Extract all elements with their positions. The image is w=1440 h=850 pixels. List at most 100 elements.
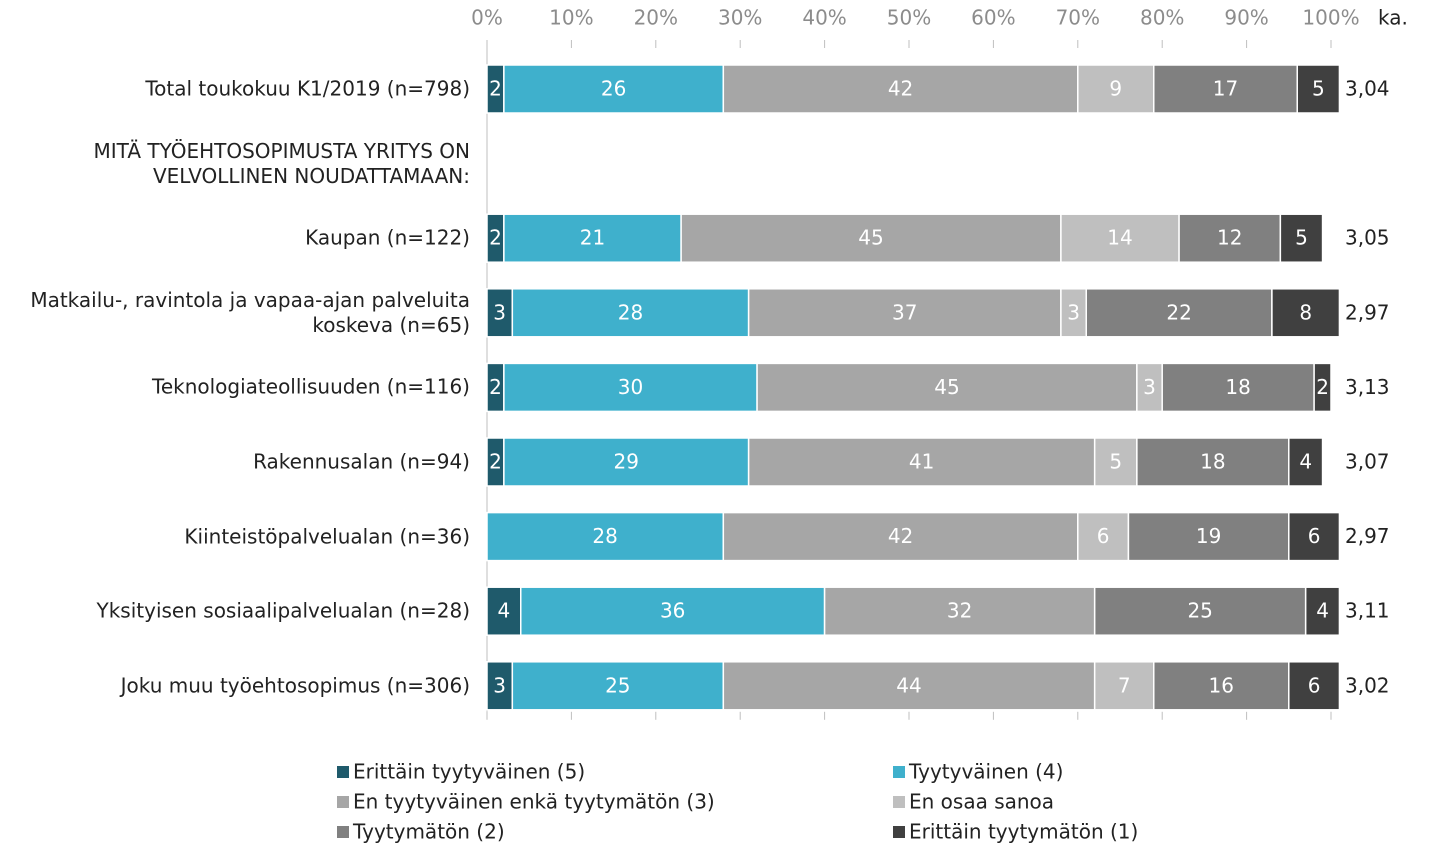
data-label: 4 [1299, 450, 1312, 474]
x-tick-label: 70% [1056, 6, 1100, 30]
mean-header: ka. [1378, 6, 1408, 30]
bar-segment [722, 511, 1079, 562]
bar-segment [1153, 64, 1298, 114]
data-label: 19 [1196, 524, 1221, 548]
bar-segment [1178, 213, 1282, 263]
category-label: Teknologiateollisuuden (n=116) [152, 374, 470, 399]
data-label: 45 [934, 375, 959, 399]
x-tick-label: 100% [1302, 6, 1359, 30]
data-label: 14 [1107, 226, 1132, 250]
data-label: 4 [498, 599, 511, 623]
x-tick-label: 0% [471, 6, 503, 30]
bar-segment [1153, 661, 1290, 711]
legend-swatch [337, 796, 349, 808]
data-label: 5 [1295, 226, 1308, 250]
legend-label: Tyytymätön (2) [352, 820, 505, 844]
bar-segment [756, 362, 1138, 413]
bar-segment [1271, 288, 1341, 338]
mean-label: 3,07 [1345, 450, 1390, 474]
legend-swatch [337, 766, 349, 778]
bar-segment [1136, 437, 1290, 487]
legend-swatch [893, 826, 905, 838]
bar-segment [1093, 437, 1138, 487]
bar-segment [1127, 511, 1290, 562]
data-label: 30 [618, 375, 643, 399]
bar-segment [511, 288, 750, 338]
data-label: 29 [614, 450, 639, 474]
legend-swatch [337, 826, 349, 838]
bar-segment [1093, 586, 1307, 636]
category-label: Kaupan (n=122) [305, 225, 470, 250]
bar-segment [486, 511, 725, 562]
data-label: 2 [489, 226, 502, 250]
legend-swatch [893, 766, 905, 778]
mean-label: 2,97 [1345, 300, 1390, 324]
data-label: 18 [1225, 375, 1250, 399]
data-label: 26 [601, 77, 626, 101]
legend-swatch [893, 796, 905, 808]
data-label: 5 [1109, 450, 1122, 474]
data-label: 42 [888, 77, 913, 101]
bar-segment [486, 288, 514, 338]
bar-segment [1296, 64, 1341, 114]
x-tick-label: 30% [718, 6, 762, 30]
data-label: 3 [493, 300, 506, 324]
x-tick-label: 90% [1224, 6, 1268, 30]
bar-segment [503, 437, 750, 487]
data-label: 7 [1118, 673, 1131, 697]
data-label: 12 [1217, 226, 1242, 250]
x-tick-label: 50% [887, 6, 931, 30]
bar-segment [722, 64, 1079, 114]
bar-segment [503, 64, 725, 114]
data-label: 8 [1299, 300, 1312, 324]
category-label: Matkailu-, ravintola ja vapaa-ajan palve… [30, 287, 470, 337]
data-label: 3 [493, 673, 506, 697]
data-label: 6 [1308, 673, 1321, 697]
x-tick-label: 60% [971, 6, 1015, 30]
bar-segment [1288, 437, 1324, 487]
data-label: 25 [1187, 599, 1212, 623]
x-tick-label: 40% [802, 6, 846, 30]
mean-label: 3,04 [1345, 77, 1390, 101]
data-label: 42 [888, 524, 913, 548]
bar-segment [1279, 213, 1324, 263]
bar-segment [1313, 362, 1332, 413]
data-label: 36 [660, 599, 685, 623]
mean-label: 3,11 [1345, 599, 1390, 623]
data-label: 18 [1200, 450, 1225, 474]
mean-label: 3,13 [1345, 375, 1390, 399]
data-label: 2 [489, 450, 502, 474]
data-label: 9 [1109, 77, 1122, 101]
data-label: 21 [580, 226, 605, 250]
data-label: 6 [1097, 524, 1110, 548]
bar-segment [1161, 362, 1315, 413]
data-label: 28 [618, 300, 643, 324]
data-label: 5 [1312, 77, 1325, 101]
category-label: Yksityisen sosiaalipalvelualan (n=28) [96, 598, 471, 623]
x-tick-label: 80% [1140, 6, 1184, 30]
category-label: Kiinteistöpalvelualan (n=36) [184, 524, 470, 549]
data-label: 2 [489, 77, 502, 101]
data-label: 28 [592, 524, 617, 548]
bar-segment [486, 661, 514, 711]
bar-segment [1288, 661, 1341, 711]
bar-segment [680, 213, 1062, 263]
data-label: 32 [947, 599, 972, 623]
data-label: 37 [892, 300, 917, 324]
x-tick-label: 20% [634, 6, 678, 30]
data-label: 44 [896, 673, 921, 697]
mean-label: 3,02 [1345, 673, 1390, 697]
bar-segment [1085, 288, 1273, 338]
legend-label: Tyytyväinen (4) [908, 760, 1063, 784]
data-label: 2 [1316, 375, 1329, 399]
data-label: 41 [909, 450, 934, 474]
bar-segment [503, 213, 682, 263]
bar-segment [1304, 586, 1341, 636]
legend-label: Erittäin tyytyväinen (5) [353, 760, 585, 784]
category-label: Rakennusalan (n=94) [253, 449, 470, 474]
x-tick-label: 10% [549, 6, 593, 30]
data-label: 45 [858, 226, 883, 250]
data-label: 6 [1308, 524, 1321, 548]
bar-segment [486, 586, 522, 636]
